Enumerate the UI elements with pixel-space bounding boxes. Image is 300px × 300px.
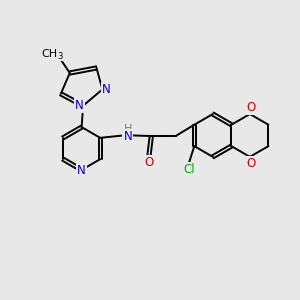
- Text: N: N: [102, 83, 110, 96]
- Text: N: N: [75, 99, 84, 112]
- Text: Cl: Cl: [184, 164, 195, 176]
- Text: O: O: [144, 156, 154, 169]
- Text: H: H: [124, 124, 132, 134]
- Text: CH: CH: [41, 49, 58, 59]
- Text: N: N: [77, 164, 86, 177]
- Text: O: O: [247, 101, 256, 114]
- Text: 3: 3: [58, 52, 63, 61]
- Text: O: O: [247, 157, 256, 170]
- Text: N: N: [123, 130, 132, 143]
